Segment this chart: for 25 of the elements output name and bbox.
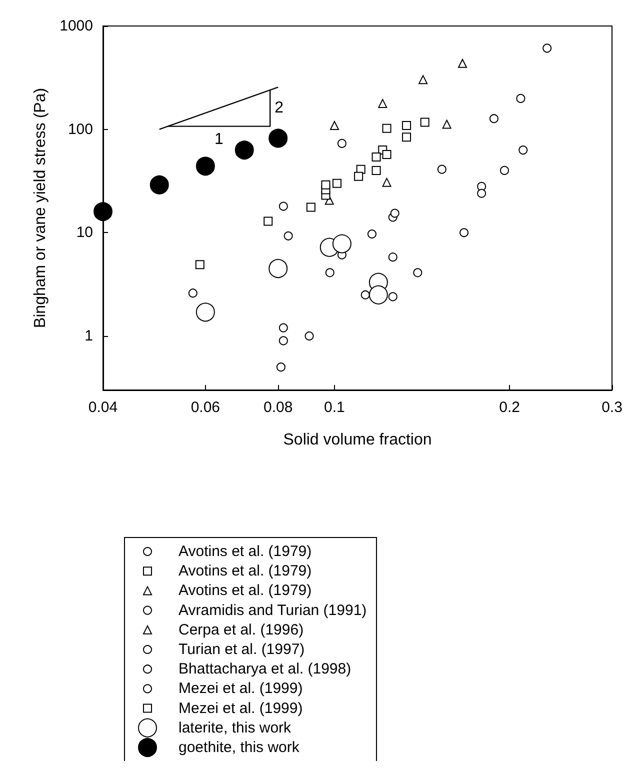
x-tick-label: 0.04 xyxy=(88,399,118,416)
x-axis-title: Solid volume fraction xyxy=(283,432,432,448)
legend-label: Avotins et al. (1979) xyxy=(178,582,312,600)
legend-label: Mezei et al. (1999) xyxy=(178,680,303,698)
y-tick-label: 100 xyxy=(68,120,93,138)
legend-label: Bhattacharya et al. (1998) xyxy=(178,660,352,678)
legend-label: Turian et al. (1997) xyxy=(178,641,305,658)
legend-label: Avotins et al. (1979) xyxy=(178,543,312,560)
y-tick-label: 1000 xyxy=(60,18,93,34)
x-tick-label: 0.3 xyxy=(602,399,622,416)
y-tick-label: 10 xyxy=(76,224,93,242)
legend-label: goethite, this work xyxy=(178,739,300,756)
x-tick-label: 0.08 xyxy=(264,399,293,416)
legend-label: Cerpa et al. (1996) xyxy=(178,621,304,638)
annotation: 1 xyxy=(214,130,224,148)
legend-label: Avramidis and Turian (1991) xyxy=(178,602,367,619)
annotation: 2 xyxy=(274,100,284,117)
legend-label: Mezei et al. (1999) xyxy=(178,700,303,717)
x-tick-label: 0.06 xyxy=(190,399,220,416)
y-axis-title: Bingham or vane yield stress (Pa) xyxy=(32,88,50,328)
x-tick-label: 0.1 xyxy=(324,399,345,416)
legend-label: Avotins et al. (1979) xyxy=(178,562,312,580)
x-tick-label: 0.2 xyxy=(499,399,520,416)
y-tick-label: 1 xyxy=(84,327,93,344)
legend-label: laterite, this work xyxy=(178,719,292,736)
